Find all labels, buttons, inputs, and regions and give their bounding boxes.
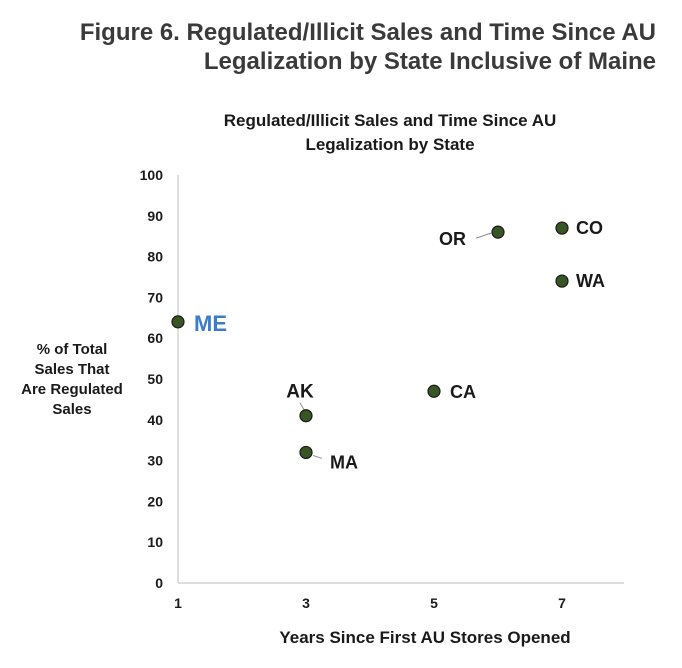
leader-line-or bbox=[475, 232, 492, 239]
y-tick-label: 30 bbox=[147, 453, 163, 469]
data-label-ma: MA bbox=[330, 452, 358, 472]
x-tick-label: 3 bbox=[302, 595, 310, 611]
figure-title-line-2: Legalization by State Inclusive of Maine bbox=[203, 48, 656, 75]
data-point-me bbox=[171, 315, 185, 329]
y-tick-label: 0 bbox=[155, 575, 163, 591]
chart-title-line-2: Legalization by State bbox=[305, 135, 474, 154]
y-tick-label: 10 bbox=[147, 534, 163, 550]
figure-title-line-1: Figure 6. Regulated/Illicit Sales and Ti… bbox=[79, 19, 656, 46]
y-axis-label-line-3: Are Regulated bbox=[21, 381, 123, 398]
y-tick-label: 90 bbox=[147, 208, 163, 224]
y-axis-label-line-4: Sales bbox=[52, 401, 91, 418]
y-axis-label-line-2: Sales That bbox=[34, 361, 109, 378]
data-point-ak bbox=[299, 409, 313, 423]
y-tick-label: 20 bbox=[147, 493, 163, 509]
y-tick-label: 70 bbox=[147, 289, 163, 305]
y-tick-label: 80 bbox=[147, 249, 163, 265]
chart-title-line-1: Regulated/Illicit Sales and Time Since A… bbox=[224, 111, 557, 130]
data-label-ak: AK bbox=[286, 382, 314, 403]
chart-title: Regulated/Illicit Sales and Time Since A… bbox=[224, 111, 557, 154]
y-tick-label: 100 bbox=[140, 167, 164, 183]
figure-title: Figure 6. Regulated/Illicit Sales and Ti… bbox=[0, 18, 656, 76]
y-tick-label: 40 bbox=[147, 412, 163, 428]
y-tick-label: 50 bbox=[147, 371, 163, 387]
data-label-co: CO bbox=[576, 218, 603, 238]
x-tick-labels: 1 3 5 7 bbox=[174, 595, 566, 611]
data-point-or bbox=[491, 225, 505, 239]
leader-line-ak bbox=[299, 402, 305, 410]
data-point-ca bbox=[427, 384, 441, 398]
data-label-or: OR bbox=[439, 229, 466, 249]
data-label-wa: WA bbox=[576, 271, 605, 291]
y-tick-label: 60 bbox=[147, 330, 163, 346]
data-point-ma bbox=[299, 445, 313, 460]
x-tick-label: 7 bbox=[558, 595, 566, 611]
x-tick-label: 1 bbox=[174, 595, 182, 611]
x-tick-label: 5 bbox=[430, 595, 438, 611]
leader-line-ma bbox=[312, 454, 323, 459]
y-axis-label-line-1: % of Total bbox=[37, 341, 108, 358]
data-label-ca: CA bbox=[450, 382, 476, 402]
x-axis-label: Years Since First AU Stores Opened bbox=[279, 628, 570, 647]
data-points: ME AK MA CA OR CO WA bbox=[171, 218, 605, 472]
y-tick-labels: 0 10 20 30 40 50 60 70 80 90 100 bbox=[140, 167, 164, 591]
y-axis-label: % of Total Sales That Are Regulated Sale… bbox=[21, 341, 123, 418]
data-point-co bbox=[555, 221, 569, 235]
data-label-me: ME bbox=[194, 311, 227, 336]
data-point-wa bbox=[555, 274, 569, 288]
